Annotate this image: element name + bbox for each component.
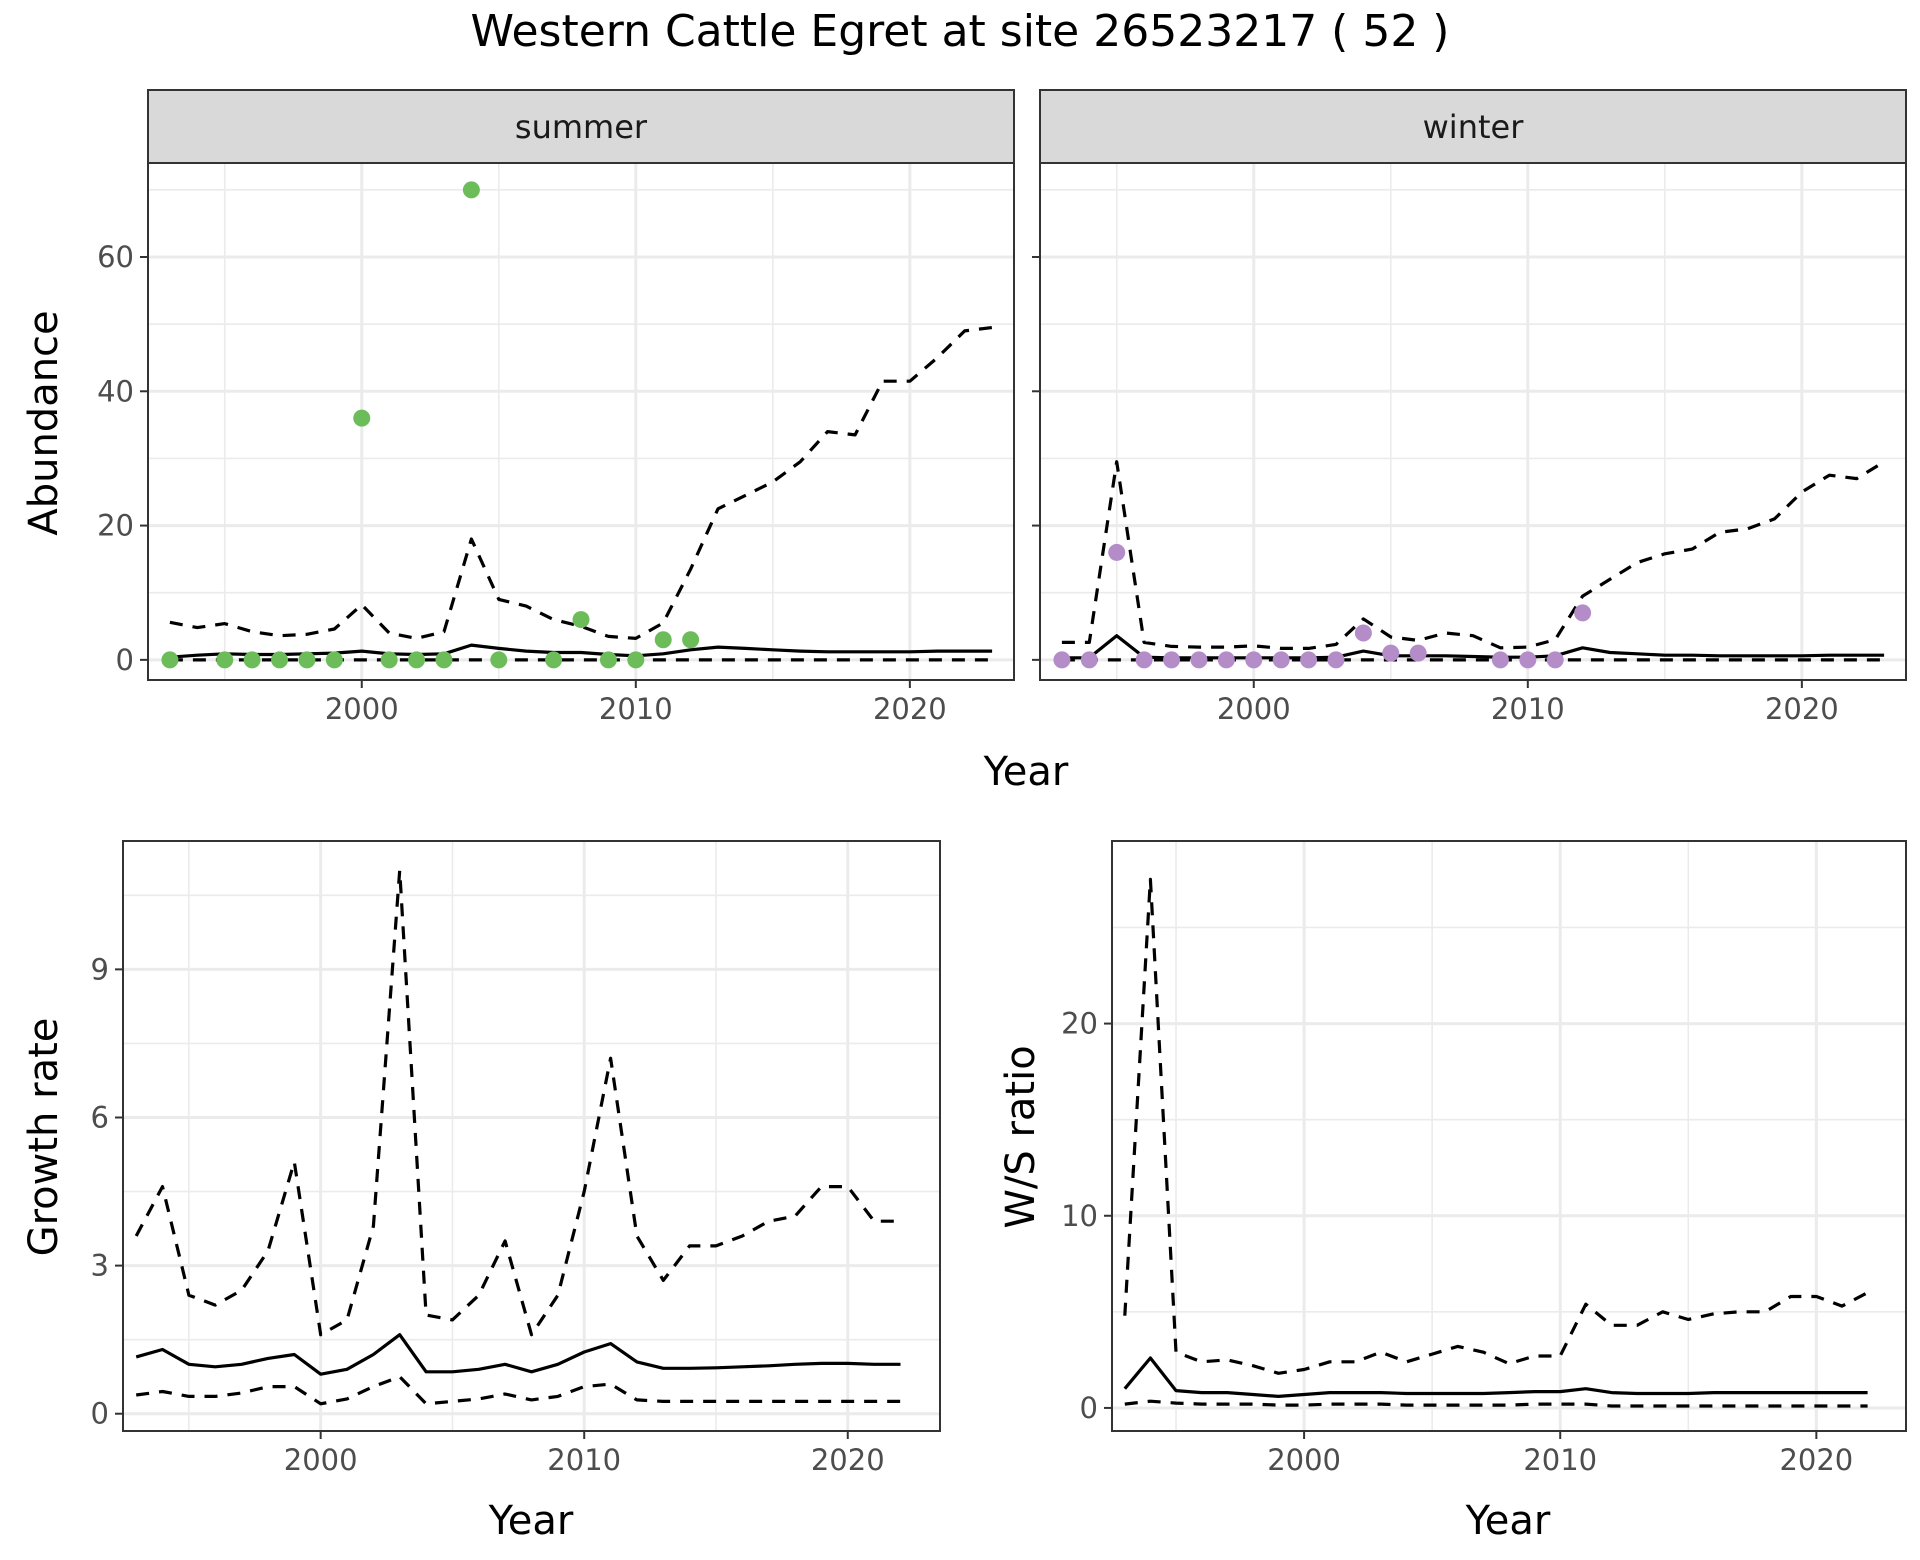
x-tick-label: 2010 [599,692,673,726]
observed-count-point [1245,651,1263,669]
dashed-bound-line [1061,460,1885,651]
observed-count-point [1491,651,1509,669]
panel-background [123,841,940,1431]
ratio-x-axis-title: Year [1465,1498,1551,1544]
panel-border [1111,840,1907,1432]
x-tick-label: 2010 [1523,1443,1597,1477]
x-tick-label: 2000 [1217,692,1291,726]
observed-count-point [1546,651,1564,669]
observed-count-point [325,651,343,669]
y-tick-label: 0 [1080,1391,1098,1425]
observed-count-point [1409,644,1427,662]
growth-x-axis-title: Year [488,1498,574,1544]
observed-count-point [1108,543,1126,561]
observed-count-point [1354,624,1372,642]
facet-strip [147,89,1015,164]
observed-count-point [599,651,617,669]
observed-count-point [627,651,645,669]
x-tick-label: 2000 [325,692,399,726]
dashed-bound-line [134,868,901,1337]
observed-count-point [654,631,672,649]
y-tick-label: 0 [91,1397,109,1431]
observed-count-point [1217,651,1235,669]
y-tick-label: 10 [1061,1199,1098,1233]
observed-count-point [243,651,261,669]
panel-background [148,163,1014,680]
x-tick-label: 2000 [1267,1443,1341,1477]
dashed-bound-line [1124,1399,1868,1408]
ratio-y-axis-title: W/S ratio [998,1045,1044,1228]
dashed-bound-line [1123,877,1869,1375]
observed-count-point [1053,651,1071,669]
y-tick-label: 0 [116,643,134,677]
abundance-y-axis-title: Abundance [21,310,67,535]
observed-count-point [161,651,179,669]
panel-ws-ratio: 2000 2010 2020 0 10 20 [1061,840,1907,1477]
facet-strip-label: winter [1423,108,1525,146]
observed-count-point [271,651,289,669]
solid-estimate-line [135,1333,901,1376]
observed-count-point [1519,651,1537,669]
x-tick-label: 2010 [547,1443,621,1477]
observed-count-point [353,409,371,427]
y-tick-label: 3 [91,1249,109,1283]
panel-growth-rate: 2000 2010 2020 0 3 6 9 [91,840,941,1477]
panel-background [1040,163,1906,680]
x-tick-label: 2010 [1491,692,1565,726]
x-tick-label: 2020 [1765,692,1839,726]
observed-count-point [1163,651,1181,669]
dashed-bound-line [169,325,993,641]
observed-count-point [1327,651,1345,669]
facet-strip-label: summer [515,108,648,146]
observed-count-point [1574,604,1592,622]
x-tick-label: 2000 [284,1443,358,1477]
growth-y-axis-title: Growth rate [21,1018,67,1257]
observed-count-point [1300,651,1318,669]
y-tick-label: 9 [91,952,109,986]
observed-count-point [1272,651,1290,669]
x-tick-label: 2020 [1779,1443,1853,1477]
observed-count-point [545,651,563,669]
x-tick-label: 2020 [873,692,947,726]
panel-background [1112,841,1906,1431]
panel-abundance-summer: summer 2000 2010 2020 0 20 40 60 [97,89,1015,726]
observed-count-point [490,651,508,669]
figure-title: Western Cattle Egret at site 26523217 ( … [471,6,1450,57]
observed-count-point [1135,651,1153,669]
panel-abundance-winter: winter 2000 2010 2020 [1032,89,1907,726]
observed-count-point [435,651,453,669]
y-tick-label: 40 [97,374,134,408]
panel-border [122,840,941,1432]
observed-count-point [572,611,590,629]
observed-count-point [682,631,700,649]
observed-count-point [462,181,480,199]
y-tick-label: 6 [91,1100,109,1134]
observed-count-point [298,651,316,669]
dashed-bound-line [135,1375,901,1406]
solid-estimate-line [1123,1356,1868,1399]
observed-count-point [1190,651,1208,669]
observed-count-point [216,651,234,669]
observed-count-point [1080,651,1098,669]
y-tick-label: 60 [97,240,134,274]
y-tick-label: 20 [97,509,134,543]
x-tick-label: 2020 [811,1443,885,1477]
observed-count-point [380,651,398,669]
observed-count-point [1382,644,1400,662]
y-tick-label: 20 [1061,1007,1098,1041]
facet-strip [1039,89,1907,164]
observed-count-point [408,651,426,669]
abundance-x-axis-title: Year [983,749,1069,795]
